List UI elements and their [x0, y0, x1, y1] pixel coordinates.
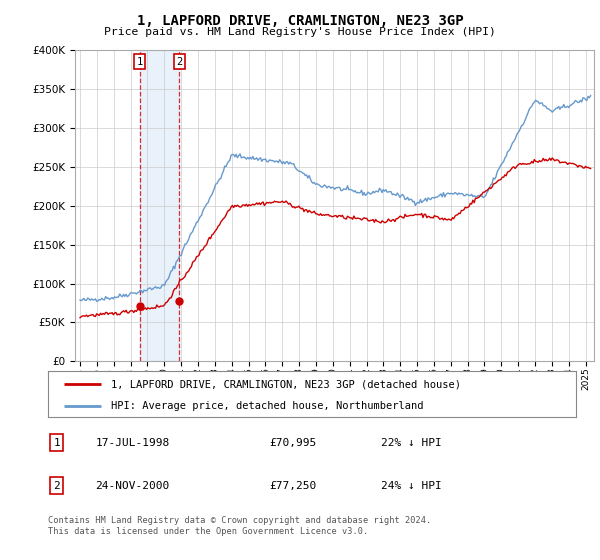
Text: 1: 1 — [137, 57, 143, 67]
Text: 1, LAPFORD DRIVE, CRAMLINGTON, NE23 3GP: 1, LAPFORD DRIVE, CRAMLINGTON, NE23 3GP — [137, 14, 463, 28]
Bar — [140, 50, 179, 361]
Text: 1, LAPFORD DRIVE, CRAMLINGTON, NE23 3GP (detached house): 1, LAPFORD DRIVE, CRAMLINGTON, NE23 3GP … — [112, 379, 461, 389]
Text: 24-NOV-2000: 24-NOV-2000 — [95, 480, 170, 491]
Text: 1: 1 — [53, 437, 60, 447]
Text: Price paid vs. HM Land Registry's House Price Index (HPI): Price paid vs. HM Land Registry's House … — [104, 27, 496, 37]
Text: £77,250: £77,250 — [270, 480, 317, 491]
Text: 2: 2 — [53, 480, 60, 491]
Text: £70,995: £70,995 — [270, 437, 317, 447]
Text: 2: 2 — [176, 57, 182, 67]
Text: 17-JUL-1998: 17-JUL-1998 — [95, 437, 170, 447]
Text: 24% ↓ HPI: 24% ↓ HPI — [380, 480, 442, 491]
Text: 22% ↓ HPI: 22% ↓ HPI — [380, 437, 442, 447]
Text: Contains HM Land Registry data © Crown copyright and database right 2024.
This d: Contains HM Land Registry data © Crown c… — [48, 516, 431, 536]
Text: HPI: Average price, detached house, Northumberland: HPI: Average price, detached house, Nort… — [112, 401, 424, 410]
